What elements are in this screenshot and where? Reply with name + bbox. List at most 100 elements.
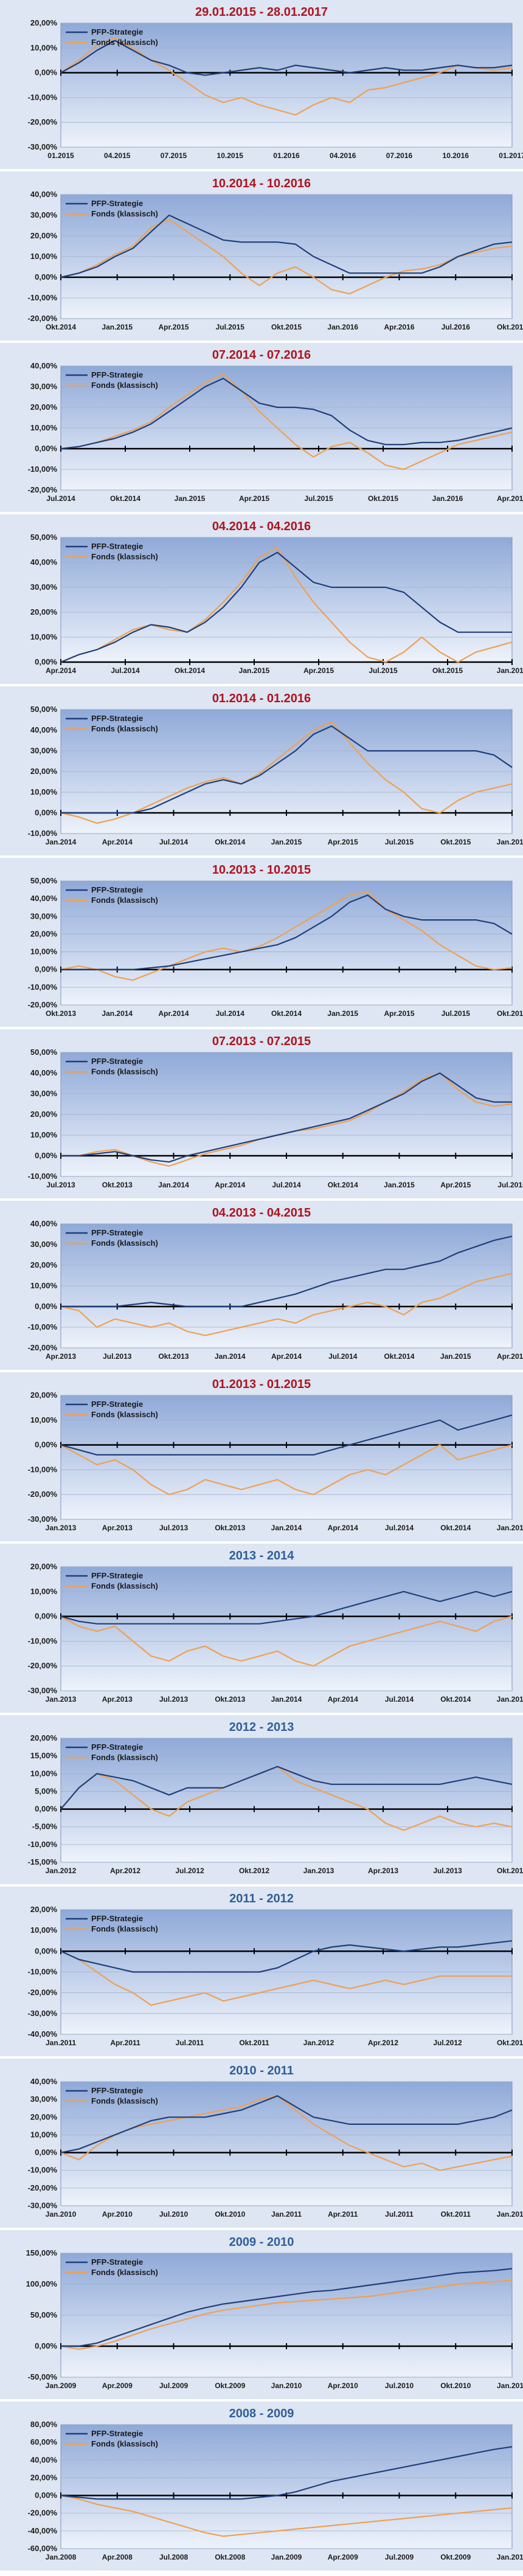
chart-panel: 2009 - 2010 150,00% 100,00% 50,00% 0,00% -50,… (0, 2230, 523, 2402)
y-tick-label: 40,00% (30, 725, 58, 734)
y-tick-label: 50,00% (30, 1048, 58, 1057)
x-tick-label: Apr.2008 (102, 2553, 133, 2561)
y-tick-label: -10,00% (28, 1322, 58, 1331)
legend-label-fund: Fonds (klassisch) (91, 896, 158, 905)
chart-title: 2010 - 2011 (229, 2064, 294, 2077)
x-tick-label: Jan.2014 (271, 1524, 302, 1532)
x-tick-label: Okt.2010 (440, 2381, 471, 2390)
legend-label-fund: Fonds (klassisch) (91, 1753, 158, 1762)
y-tick-label: -20,00% (28, 1988, 58, 1997)
series-line-strategy (60, 1766, 513, 1810)
x-tick-label: Jul.2012 (175, 1866, 204, 1875)
y-tick-label: 10,00% (30, 1281, 58, 1290)
chart-panel: 2011 - 2012 20,00% 10,00% 0,00% -10,00% -20,0… (0, 1887, 523, 2059)
x-tick-label: Jan.2016 (327, 323, 358, 331)
y-tick-label: 10,00% (30, 1769, 58, 1778)
y-tick-label: 40,00% (30, 558, 58, 567)
legend-label-strategy: PFP-Strategie (91, 2086, 143, 2095)
y-tick-label: 0,00% (35, 444, 57, 453)
chart-panel: 29.01.2015 - 28.01.2017 20,00% 10,00% 0,00%… (0, 0, 523, 171)
chart-panel: 10.2014 - 10.2016 40,00% 30,00% 20,00% 10,00… (0, 171, 523, 343)
chart-svg: 07.2013 - 07.2015 50,00% 40,00% 30,00% 20,00… (0, 1029, 523, 1201)
x-tick-label: Jan.2015 (327, 1009, 358, 1018)
y-tick-label: -10,00% (28, 464, 58, 474)
x-tick-label: 07.2016 (386, 151, 413, 160)
x-tick-label: Jan.2015 (271, 838, 302, 846)
y-tick-label: 0,00% (35, 2341, 57, 2350)
y-tick-label: -20,00% (28, 1343, 58, 1352)
x-tick-label: Jul.2013 (159, 1524, 189, 1532)
y-tick-label: -30,00% (28, 1514, 58, 1524)
x-tick-label: Jan.2014 (46, 838, 77, 846)
y-tick-label: -5,00% (32, 1822, 58, 1831)
y-tick-label: 40,00% (30, 894, 58, 903)
plot-area (60, 1566, 513, 1691)
legend-label-fund: Fonds (klassisch) (91, 1924, 158, 1933)
x-tick-label: Jan.2009 (46, 2381, 77, 2390)
x-tick-label: Jul.2011 (385, 2210, 414, 2219)
x-tick-label: Jul.2011 (176, 2039, 204, 2047)
legend-label-strategy: PFP-Strategie (91, 2429, 143, 2438)
y-tick-label: 40,00% (30, 190, 58, 199)
x-tick-label: Okt.2015 (497, 1009, 523, 1018)
series-line-fund (60, 1766, 513, 1831)
series-line-fund (60, 721, 513, 824)
legend-label-fund: Fonds (klassisch) (91, 1067, 158, 1076)
x-tick-label: Jan.2016 (497, 666, 523, 675)
chart-svg: 04.2013 - 04.2015 40,00% 30,00% 20,00% 10,00… (0, 1201, 523, 1372)
y-tick-label: 40,00% (30, 2077, 58, 2086)
series-line-strategy (61, 725, 513, 814)
x-tick-label: Okt.2015 (271, 323, 302, 331)
x-tick-label: Jan.2009 (271, 2553, 302, 2561)
series-line-strategy (60, 378, 513, 450)
chart-title: 01.2013 - 01.2015 (212, 1378, 311, 1391)
series-line-strategy (60, 214, 513, 278)
y-tick-label: 0,00% (35, 657, 57, 666)
legend-label-fund: Fonds (klassisch) (91, 2096, 158, 2105)
chart-title: 10.2013 - 10.2015 (212, 863, 311, 877)
y-tick-label: 30,00% (30, 1089, 58, 1098)
chart-panel: 2012 - 2013 20,00% 15,00% 10,00% 5,00% 0,00% -… (0, 1715, 523, 1887)
x-tick-label: Okt.2014 (215, 838, 245, 846)
series-line-strategy (61, 1072, 512, 1163)
x-tick-label: Jul.2014 (111, 666, 140, 675)
plot-area (60, 2424, 513, 2549)
legend-label-strategy: PFP-Strategie (91, 2257, 143, 2267)
x-tick-label: Jan.2016 (497, 838, 523, 846)
x-tick-label: Jul.2015 (442, 1009, 471, 1018)
y-tick-label: 15,00% (30, 1751, 58, 1760)
y-tick-label: 20,00% (30, 2473, 58, 2482)
y-tick-label: 150,00% (26, 2248, 58, 2257)
x-tick-label: Jul.2014 (272, 1181, 301, 1189)
x-tick-label: Apr.2015 (328, 838, 358, 846)
x-tick-label: Apr.2013 (368, 1866, 398, 1875)
y-tick-label: 40,00% (30, 1068, 58, 1077)
y-tick-label: 50,00% (30, 533, 58, 542)
y-tick-label: 0,00% (35, 808, 57, 817)
chart-svg: 10.2013 - 10.2015 50,00% 40,00% 30,00% 20,00… (0, 858, 523, 1029)
y-tick-label: -10,00% (28, 982, 58, 992)
y-tick-label: 20,00% (30, 402, 58, 412)
series-line-fund (60, 218, 513, 295)
chart-svg: 2013 - 2014 20,00% 10,00% 0,00% -10,00% -20,0… (0, 1544, 523, 1715)
x-tick-label: Jan.2016 (432, 494, 463, 503)
y-tick-label: -10,00% (28, 1636, 58, 1645)
y-tick-label: -10,00% (28, 293, 58, 302)
series-line-fund (60, 891, 513, 981)
y-tick-label: 0,00% (35, 272, 57, 281)
x-tick-label: Apr.2015 (158, 323, 189, 331)
x-tick-label: Apr.2010 (102, 2210, 133, 2219)
y-tick-label: 5,00% (35, 1786, 57, 1795)
y-tick-label: 50,00% (30, 876, 58, 885)
legend-label-fund: Fonds (klassisch) (91, 1581, 158, 1590)
y-tick-label: -10,00% (28, 1465, 58, 1474)
x-tick-label: Okt.2011 (441, 2210, 471, 2219)
x-tick-label: 01.2017 (499, 151, 523, 160)
